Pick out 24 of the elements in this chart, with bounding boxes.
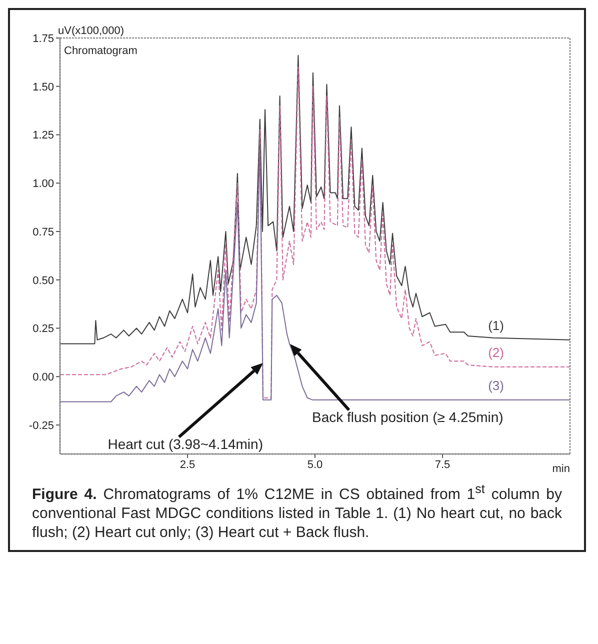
y-tick-label: 1.00 <box>32 178 54 190</box>
annotation: Back flush position (≥ 4.25min) <box>312 409 504 425</box>
y-tick-label: 0.75 <box>32 226 54 238</box>
y-tick-label: 0.50 <box>32 274 54 287</box>
y-tick-label: 0.25 <box>32 323 54 336</box>
line-series <box>60 66 570 398</box>
y-tick-label: 1.25 <box>32 130 54 142</box>
line-series <box>60 144 570 402</box>
caption: Figure 4. Chromatograms of 1% C12ME in CS obtained from 1$^{st}$ column by conventional Fast MDGC conditions listed in Table 1. (1) No heart cut, no back flush; (2) Heart cut only; (3) Heart cut + Back flush. <box>32 482 562 541</box>
y-tick-label: 1.50 <box>32 81 54 94</box>
y-tick-label: 0.00 <box>32 372 54 384</box>
series-label: (1) <box>488 318 504 333</box>
y-tick-label: -0.25 <box>28 420 54 432</box>
annotation: Heart cut (3.98~4.14min) <box>108 436 263 452</box>
text: Chromatogram <box>64 45 138 57</box>
y-axis-title: uV(x100,000) <box>58 25 124 37</box>
series-label: (2) <box>488 344 504 360</box>
series-label: (3) <box>488 378 504 393</box>
x-tick-label: 7.5 <box>434 458 450 471</box>
x-axis-title: min <box>552 463 570 475</box>
line-series <box>60 54 570 344</box>
x-tick-label: 2.5 <box>180 458 196 471</box>
y-tick-label: 1.75 <box>32 32 54 45</box>
x-tick-label: 5.0 <box>307 458 323 471</box>
